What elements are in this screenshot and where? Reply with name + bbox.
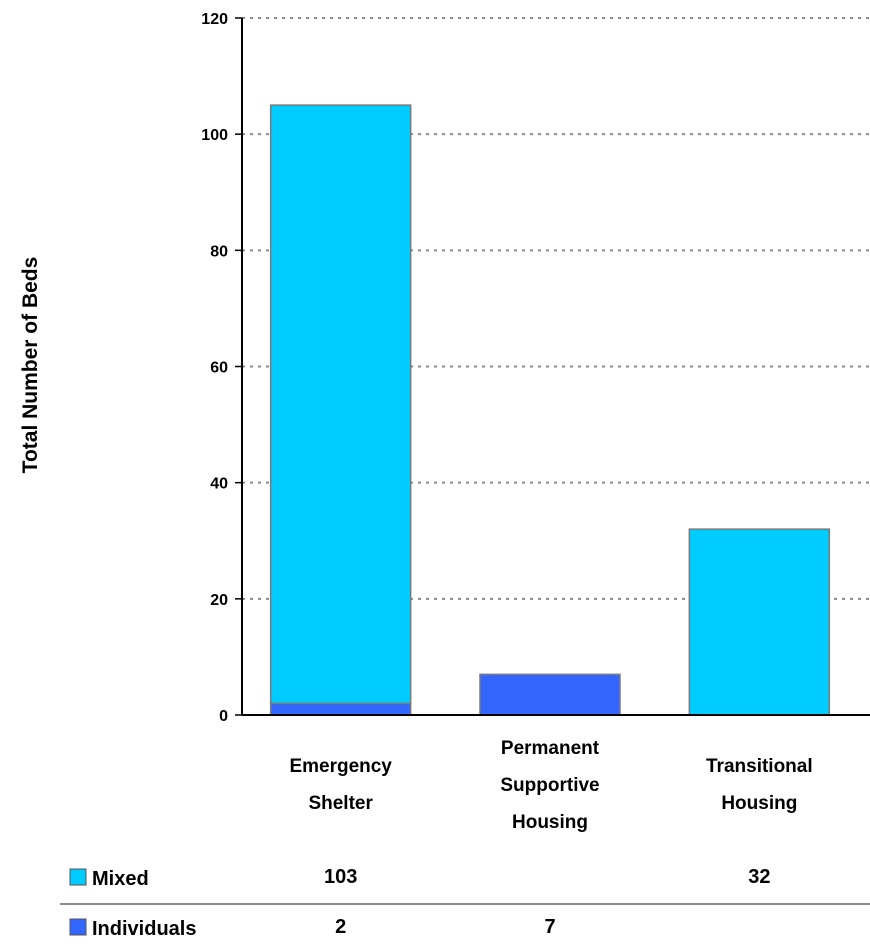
y-tick-label: 40	[210, 476, 228, 493]
bar-individuals	[479, 673, 621, 716]
table-cell: 2	[335, 916, 346, 938]
table-legend-swatch	[69, 918, 87, 936]
y-axis-label: Total Number of Beds	[19, 257, 42, 474]
bar-mixed	[269, 104, 412, 705]
table-cell: 103	[324, 866, 357, 888]
table-row-label: Mixed	[92, 868, 149, 890]
y-tick-label: 120	[201, 11, 228, 28]
bar-mixed	[688, 528, 831, 716]
bars	[269, 104, 831, 716]
x-category-label: Permanent Supportive Housing	[500, 738, 599, 833]
y-tick-label: 80	[210, 243, 228, 260]
data-table: Mixed 103 32 Individuals 2 7	[60, 866, 870, 940]
table-legend-swatch	[69, 868, 87, 886]
y-tick-label: 0	[219, 708, 228, 725]
y-tick-label: 60	[210, 360, 228, 377]
x-category-label: Emergency Shelter	[289, 756, 392, 814]
table-cell: 32	[748, 866, 770, 888]
table-cell: 7	[544, 916, 555, 938]
x-category-label: Transitional Housing	[706, 756, 813, 814]
y-tick-label: 100	[201, 127, 228, 144]
bar-individuals	[269, 702, 412, 716]
axes	[241, 18, 870, 716]
y-tick-label: 20	[210, 592, 228, 609]
table-row-label: Individuals	[92, 918, 196, 940]
category-labels: Emergency Shelter Permanent Supportive Housi…	[289, 738, 812, 833]
y-tick-labels: 0 20 40 60 80 100 120	[201, 11, 228, 725]
